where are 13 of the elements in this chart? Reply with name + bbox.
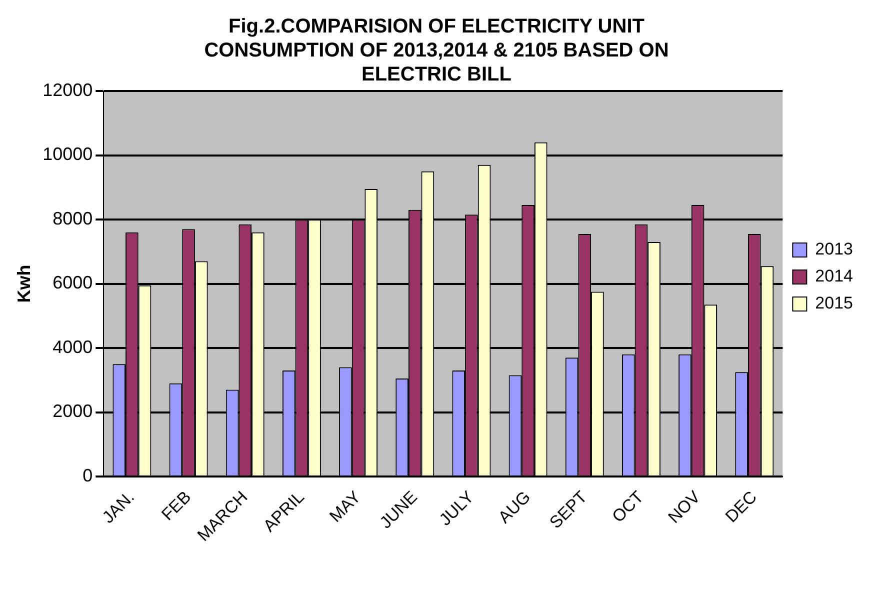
y-tick-label: 10000	[42, 144, 93, 164]
y-tick-label: 12000	[42, 80, 93, 100]
legend-label: 2013	[815, 240, 854, 259]
y-axis-title: Kwh	[14, 264, 34, 303]
x-tick-label: FEB	[158, 487, 195, 524]
y-tick-label: 2000	[52, 401, 93, 422]
legend-label: 2014	[815, 266, 854, 286]
y-tick-label: 6000	[52, 272, 93, 293]
y-tick-label: 0	[82, 465, 93, 486]
chart-title: Fig.2.COMPARISION OF ELECTRICITY UNIT CONSUMPTION OF 2013,2014 & 2105 BASED ON ELECTRIC BILL	[204, 16, 669, 86]
legend-label: 2015	[815, 294, 854, 313]
y-tick-label: 8000	[52, 208, 93, 228]
y-tick-label: 4000	[52, 336, 93, 357]
